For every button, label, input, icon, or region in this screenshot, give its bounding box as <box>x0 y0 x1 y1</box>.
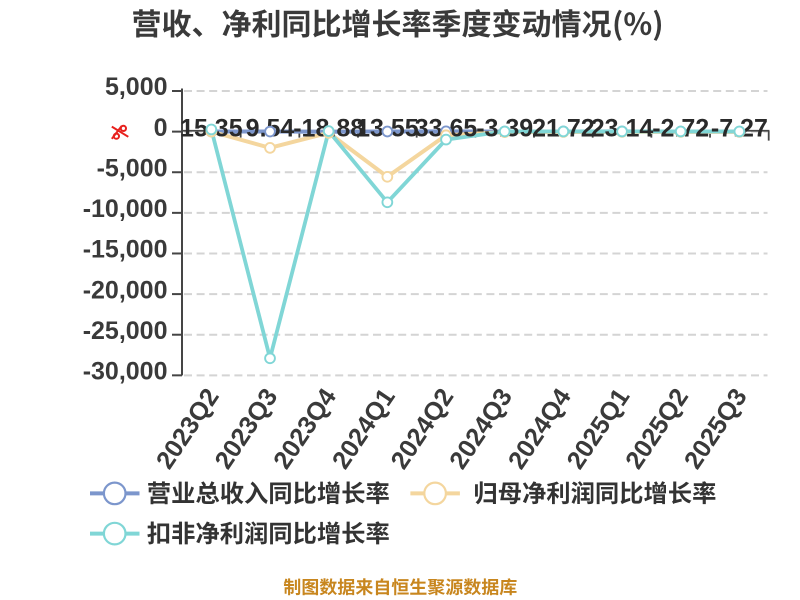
svg-text:-20,000: -20,000 <box>83 276 168 304</box>
svg-text:-25,000: -25,000 <box>83 317 168 345</box>
svg-text:5,000: 5,000 <box>105 73 168 101</box>
svg-text:-15,000: -15,000 <box>83 236 168 264</box>
svg-text:-5,000: -5,000 <box>97 154 168 182</box>
svg-text:-10,000: -10,000 <box>83 195 168 223</box>
svg-text:-30,000: -30,000 <box>83 358 168 386</box>
svg-text:0: 0 <box>154 114 168 142</box>
